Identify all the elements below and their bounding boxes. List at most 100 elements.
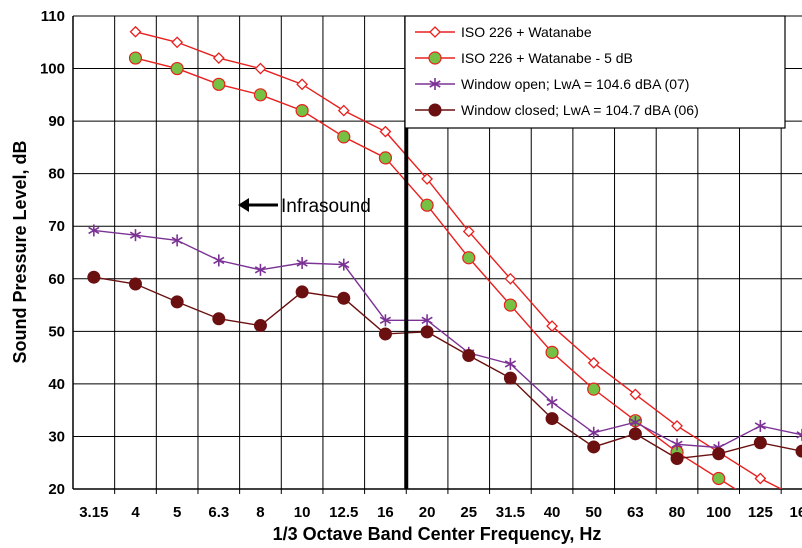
asterisk-stroke (421, 316, 433, 324)
data-point-diamond (254, 62, 267, 75)
data-point-diamond (504, 272, 517, 285)
data-point-asterisk (129, 229, 142, 242)
data-point-circle (212, 312, 226, 326)
data-point-circle (170, 295, 184, 309)
data-point-circle (295, 103, 309, 118)
y-tick-label: 40 (48, 376, 65, 393)
legend-entry: Window closed; LwA = 104.7 dBA (06) (415, 102, 699, 118)
y-tick-label: 110 (41, 8, 65, 25)
series-layer (87, 25, 802, 489)
x-tick-label: 4 (131, 504, 140, 521)
y-tick-label: 100 (40, 61, 65, 78)
data-point-circle (128, 277, 142, 291)
data-point-asterisk (171, 234, 183, 247)
data-point-circle (128, 51, 143, 65)
x-tick-label: 20 (419, 504, 436, 521)
data-point-circle (87, 270, 101, 284)
data-point-circle (428, 51, 442, 65)
y-tick-label: 90 (48, 113, 65, 130)
data-point-circle (337, 130, 351, 144)
data-point-asterisk (671, 438, 683, 451)
asterisk-stroke (379, 316, 392, 324)
y-axis-title: Sound Pressure Level, dB (10, 140, 30, 363)
data-point-asterisk (338, 258, 350, 271)
data-point-asterisk (296, 257, 308, 270)
data-point-asterisk (504, 357, 517, 370)
data-point-diamond (129, 25, 142, 38)
x-tick-label: 16 (377, 504, 394, 521)
data-point-asterisk (421, 314, 433, 327)
asterisk-stroke (671, 440, 683, 449)
y-tick-label: 60 (48, 271, 65, 288)
data-point-asterisk (796, 428, 802, 441)
data-point-circle (628, 427, 642, 441)
data-point-asterisk (88, 224, 100, 237)
data-point-circle (587, 440, 601, 454)
asterisk-stroke (129, 231, 142, 239)
asterisk-stroke (796, 431, 802, 436)
data-point-asterisk (546, 396, 558, 409)
data-point-circle (212, 77, 226, 91)
infrasound-arrowhead (238, 198, 249, 212)
data-point-diamond (671, 420, 683, 432)
data-point-circle (420, 198, 434, 212)
asterisk-stroke (629, 418, 641, 426)
x-tick-label: 5 (173, 504, 181, 521)
asterisk-stroke (546, 398, 558, 406)
data-point-circle (545, 345, 559, 359)
infrasound-annotation: Infrasound (238, 196, 371, 217)
data-point-circle (462, 251, 476, 265)
x-tick-label: 25 (460, 504, 477, 521)
series-window-open-lwa-104-6-dba-07 (88, 224, 802, 454)
legend-label: ISO 226 + Watanabe (461, 24, 592, 40)
data-point-circle (253, 88, 268, 102)
data-point-circle (462, 349, 476, 363)
y-tick-labels: 20 30 40 50 60 70 80 90 100 110 (40, 8, 65, 498)
x-tick-label: 12.5 (329, 504, 358, 521)
data-point-asterisk (754, 419, 766, 432)
data-point-circle (295, 285, 309, 299)
data-point-diamond (296, 78, 309, 91)
x-tick-label: 31.5 (496, 504, 525, 521)
legend-label: Window closed; LwA = 104.7 dBA (06) (461, 102, 699, 118)
x-tick-label: 63 (627, 504, 644, 521)
x-tick-label: 100 (706, 504, 731, 521)
data-point-diamond (546, 320, 558, 332)
data-point-circle (712, 447, 726, 461)
asterisk-stroke (296, 259, 308, 267)
x-tick-label: 160 (789, 504, 802, 521)
data-point-diamond (337, 104, 350, 117)
x-tick-label: 40 (544, 504, 561, 521)
x-tick-label: 80 (669, 504, 686, 521)
y-tick-label: 30 (48, 428, 65, 445)
data-point-diamond (587, 356, 600, 369)
data-point-asterisk (588, 426, 600, 439)
asterisk-stroke (588, 429, 600, 437)
data-point-asterisk (254, 263, 267, 276)
x-tick-label: 50 (585, 504, 602, 521)
data-point-asterisk (629, 416, 641, 429)
legend-entry: Window open; LwA = 104.6 dBA (07) (415, 76, 689, 92)
data-point-diamond (379, 125, 392, 138)
y-tick-label: 70 (48, 218, 65, 235)
legend: ISO 226 + Watanabe ISO 226 + Watanabe - 5… (404, 15, 786, 129)
asterisk-stroke (504, 360, 517, 368)
y-tick-label: 80 (48, 166, 65, 183)
data-point-diamond (212, 52, 225, 64)
data-point-circle (545, 412, 559, 426)
data-point-diamond (171, 36, 184, 49)
series-line (93, 229, 802, 449)
data-point-asterisk (379, 314, 392, 327)
data-point-circle (170, 61, 184, 76)
legend-entry: ISO 226 + Watanabe - 5 dB (415, 50, 633, 66)
y-tick-label: 50 (48, 323, 65, 340)
asterisk-stroke (88, 226, 100, 235)
data-point-circle (503, 298, 517, 312)
data-point-circle (378, 327, 392, 341)
data-point-circle (420, 325, 434, 339)
asterisk-stroke (796, 433, 802, 439)
legend-label: ISO 226 + Watanabe - 5 dB (461, 50, 633, 66)
data-point-diamond (462, 225, 475, 238)
data-point-circle (428, 103, 442, 117)
